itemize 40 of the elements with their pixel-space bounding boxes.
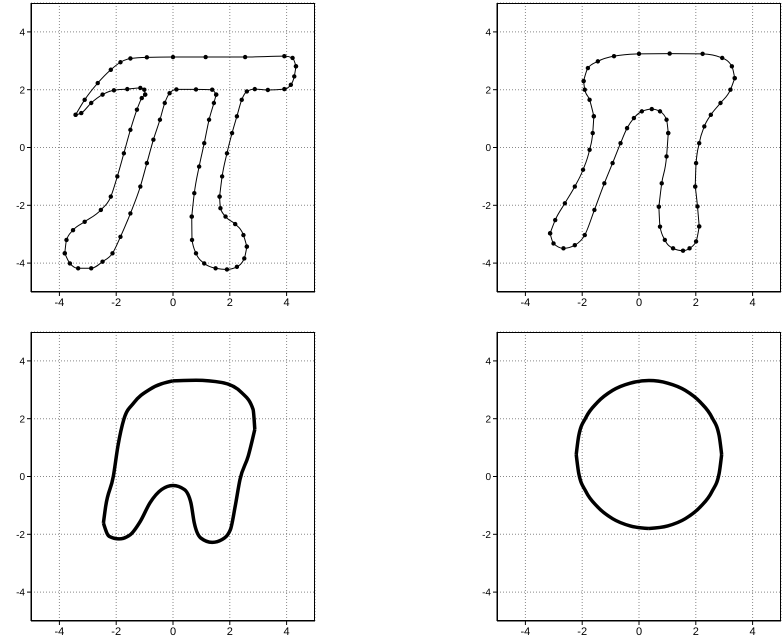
y-tick-label: -4 (16, 588, 26, 599)
y-tick-label: -2 (482, 200, 492, 212)
x-tick-label: 0 (170, 296, 176, 309)
y-tick-label: -4 (482, 588, 492, 599)
x-tick-label: 4 (750, 296, 756, 309)
y-tick-label: 2 (485, 414, 492, 426)
x-tick-label: -2 (577, 626, 588, 638)
x-tick-label: 0 (170, 626, 176, 638)
y-tick-label: -2 (16, 200, 26, 212)
x-tick-label: -2 (111, 296, 122, 309)
x-tick-label: 4 (750, 626, 756, 638)
x-tick-label: -4 (54, 626, 64, 638)
x-tick-label: 2 (226, 296, 233, 309)
y-tick-label: 4 (485, 27, 492, 38)
x-tick-label: 0 (636, 626, 642, 638)
y-tick-label: 4 (19, 27, 26, 38)
y-tick-label: -2 (16, 530, 26, 541)
x-tick-label: -4 (54, 296, 64, 309)
x-tick-label: 4 (284, 296, 290, 309)
y-tick-label: -4 (482, 258, 492, 270)
y-tick-label: -2 (482, 530, 492, 541)
x-tick-label: -2 (577, 296, 588, 309)
y-tick-label: 0 (485, 472, 492, 484)
x-tick-label: 2 (226, 626, 233, 638)
x-tick-label: 2 (692, 296, 699, 309)
y-tick-label: 4 (19, 356, 26, 368)
x-tick-label: 2 (692, 626, 699, 638)
y-tick-label: 0 (19, 472, 26, 484)
x-tick-label: 4 (284, 626, 290, 638)
y-tick-label: 2 (19, 85, 26, 96)
x-tick-label: 0 (636, 296, 642, 309)
y-tick-label: 2 (485, 85, 492, 96)
x-tick-label: -4 (520, 296, 530, 309)
y-tick-label: 4 (485, 356, 492, 368)
y-tick-label: 0 (485, 143, 492, 154)
x-tick-label: -2 (111, 626, 122, 638)
y-tick-label: 2 (19, 414, 26, 426)
y-tick-label: -4 (16, 258, 26, 270)
y-tick-label: 0 (19, 143, 26, 154)
x-tick-label: -4 (520, 626, 530, 638)
